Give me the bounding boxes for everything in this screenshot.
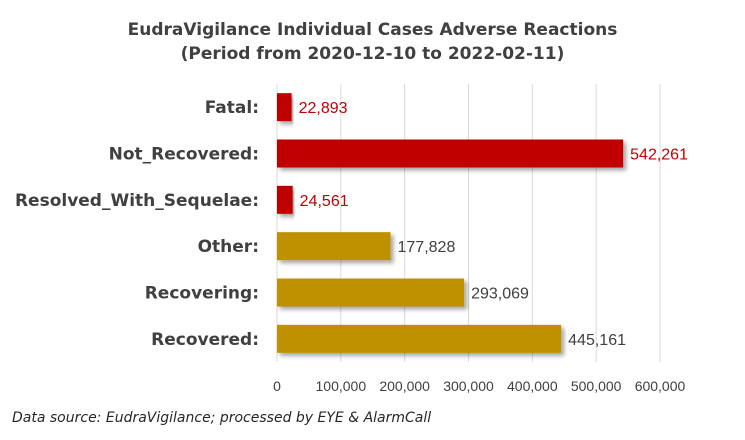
data-label: 542,261 [630, 147, 688, 164]
data-label: 24,561 [300, 193, 349, 210]
chart-subtitle: (Period from 2020-12-10 to 2022-02-11) [180, 44, 565, 64]
data-source-note: Data source: EudraVigilance; processed b… [12, 410, 432, 426]
data-label: 445,161 [568, 332, 626, 349]
bar [277, 324, 562, 353]
x-tick-label: 200,000 [379, 378, 430, 394]
x-tick-label: 500,000 [571, 378, 622, 394]
category-label: Resolved_With_Sequelae: [15, 191, 259, 211]
data-label: 293,069 [471, 286, 529, 303]
bar [277, 93, 292, 122]
category-label: Fatal: [205, 98, 259, 118]
bar [277, 139, 624, 168]
bar [277, 232, 391, 261]
x-tick-label: 0 [273, 378, 281, 394]
category-label: Recovered: [151, 330, 259, 350]
data-label: 177,828 [398, 239, 456, 256]
x-tick-label: 100,000 [316, 378, 367, 394]
bar [277, 278, 465, 307]
chart-title: EudraVigilance Individual Cases Adverse … [127, 20, 618, 40]
x-tick-label: 400,000 [507, 378, 558, 394]
x-tick-label: 600,000 [635, 378, 686, 394]
category-label: Not_Recovered: [109, 145, 259, 165]
data-label: 22,893 [299, 100, 348, 117]
bar [277, 185, 293, 214]
category-label: Recovering: [145, 284, 259, 304]
category-label: Other: [198, 237, 259, 257]
x-tick-label: 300,000 [443, 378, 494, 394]
